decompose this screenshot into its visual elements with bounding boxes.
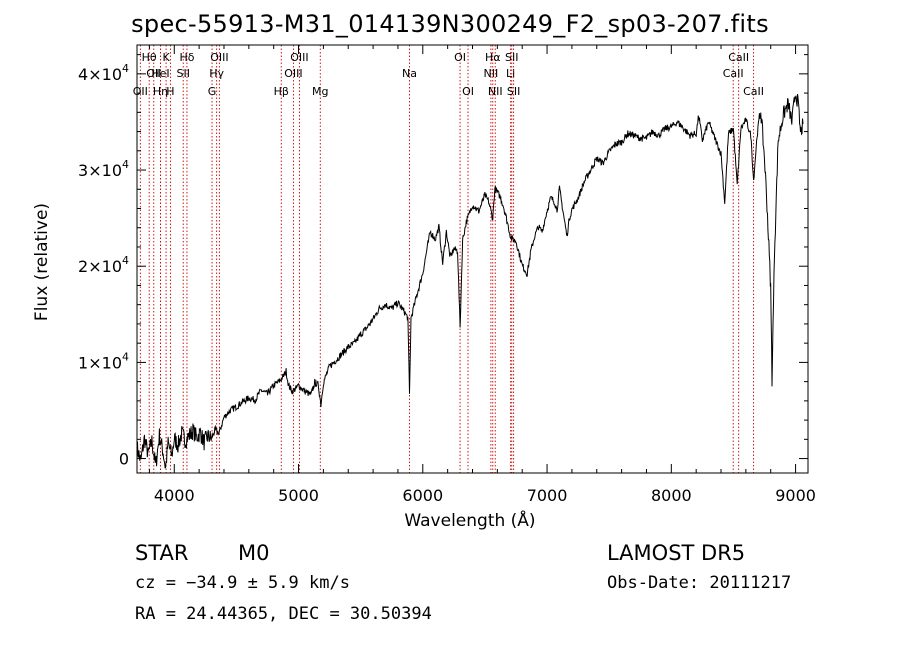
line-label-22: Li <box>506 67 515 80</box>
line-label-7: SII <box>176 67 189 80</box>
spectral-line-markers <box>139 45 755 473</box>
survey-name: LAMOST DR5 <box>607 541 746 565</box>
plot-axes <box>136 44 809 474</box>
line-label-1: OII <box>146 67 161 80</box>
x-axis-label: Wavelength (Å) <box>404 511 536 531</box>
flux-series <box>136 93 804 469</box>
line-label-25: CaII <box>723 67 744 80</box>
line-label-12: Hβ <box>274 85 289 98</box>
line-label-15: Mg <box>312 85 328 98</box>
line-label-17: OI <box>454 51 466 64</box>
line-label-5: K <box>162 51 170 64</box>
ra-dec: RA = 24.44365, DEC = 30.50394 <box>135 604 432 624</box>
y-tick-label-1: 1×104 <box>78 350 129 372</box>
line-label-3: Hη <box>153 85 168 98</box>
object-class: STAR <box>135 541 189 565</box>
y-tick-label-0: 0 <box>119 450 129 469</box>
line-label-16: Na <box>402 67 417 80</box>
x-tick-label-0: 4000 <box>154 486 195 505</box>
y-tick-label-2: 2×104 <box>78 254 129 276</box>
chart-title: spec-55913-M31_014139N300249_F2_sp03-207… <box>131 10 769 38</box>
redshift-cz: cz = −34.9 ± 5.9 km/s <box>135 573 350 593</box>
line-label-21: NII <box>488 85 503 98</box>
line-label-13: OIII <box>284 67 302 80</box>
line-label-6: H <box>166 85 174 98</box>
line-label-4: HeI <box>151 67 169 80</box>
line-label-9: Hγ <box>209 67 224 80</box>
object-subclass: M0 <box>238 541 270 565</box>
x-tick-label-2: 6000 <box>402 486 443 505</box>
line-label-11: OIII <box>210 51 228 64</box>
line-label-10: G <box>208 85 217 98</box>
y-tick-label-4: 4×104 <box>78 62 129 84</box>
line-label-8: Hδ <box>179 51 194 64</box>
line-label-24: SII <box>507 85 520 98</box>
x-tick-label-3: 7000 <box>527 486 568 505</box>
y-tick-label-3: 3×104 <box>78 158 129 180</box>
flux-line <box>136 93 804 469</box>
line-label-14: OIII <box>290 51 308 64</box>
line-label-0: Hθ <box>142 51 157 64</box>
line-label-19: NII <box>484 67 499 80</box>
line-label-23: SII <box>505 51 518 64</box>
x-tick-label-4: 8000 <box>651 486 692 505</box>
y-tick-exponent-4: 4 <box>122 62 129 75</box>
y-tick-exponent-3: 4 <box>122 158 129 171</box>
x-tick-label-5: 9000 <box>775 486 816 505</box>
y-tick-exponent-1: 4 <box>122 350 129 363</box>
line-label-18: OI <box>462 85 474 98</box>
line-label-20: Hα <box>485 51 501 64</box>
line-label-2: OII <box>133 85 148 98</box>
line-label-26: CaII <box>728 51 749 64</box>
observation-date: Obs-Date: 20111217 <box>607 573 792 593</box>
line-label-27: CaII <box>743 85 764 98</box>
x-tick-label-1: 5000 <box>278 486 319 505</box>
y-tick-exponent-2: 4 <box>122 254 129 267</box>
tick-labels: 4000 5000 6000 7000 8000 9000 0 1×104 2×104 3×104… <box>78 62 816 505</box>
